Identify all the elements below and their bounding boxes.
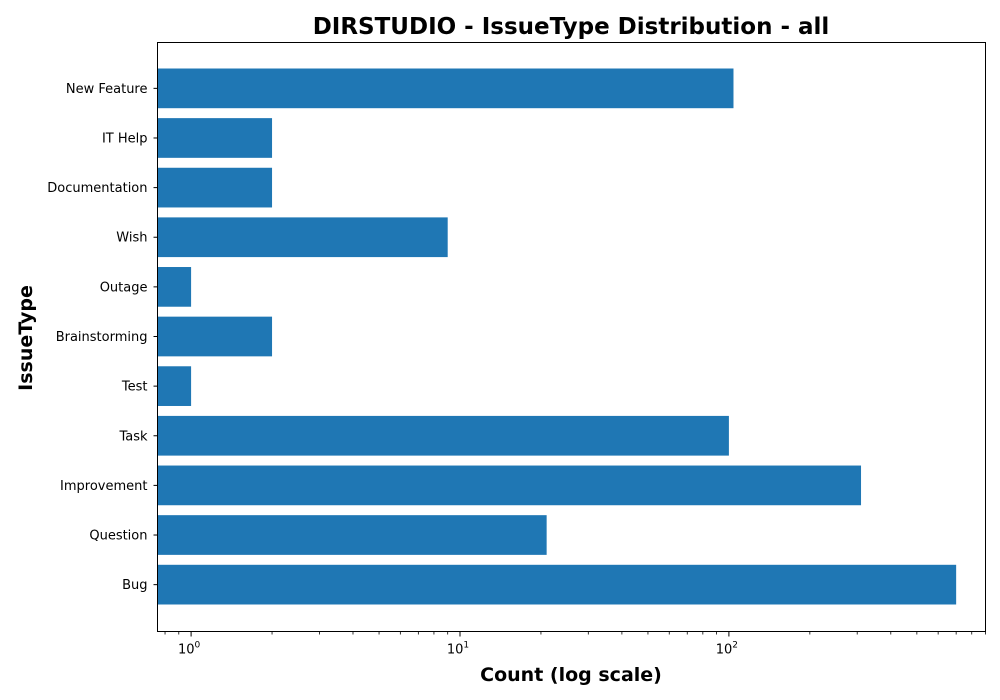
x-tick-exponent: 0 <box>195 641 201 651</box>
x-tick-base: 10 <box>178 643 195 658</box>
bar-bug <box>157 564 957 605</box>
y-tick-label: Task <box>118 429 148 444</box>
y-tick-label: Question <box>89 529 147 544</box>
y-axis-title: IssueType <box>15 285 37 391</box>
y-tick-label: Documentation <box>47 181 147 196</box>
bar-new-feature <box>157 68 734 109</box>
x-tick-label: 102 <box>716 641 738 658</box>
bar-question <box>157 515 547 555</box>
plot-frame <box>157 42 986 632</box>
y-tick-label: Improvement <box>60 479 147 494</box>
x-tick-exponent: 2 <box>732 641 738 651</box>
x-tick-base: 10 <box>447 643 464 658</box>
y-ticks-group: New Feature IT Help Documentation Wish Outag… <box>47 82 158 593</box>
y-tick-label: Bug <box>122 578 147 593</box>
y-tick-label: Brainstorming <box>56 330 148 345</box>
x-tick-exponent: 1 <box>463 641 469 651</box>
bar-outage <box>157 267 192 307</box>
y-tick-label: Wish <box>116 231 147 246</box>
bar-wish <box>157 217 448 258</box>
x-tick-label: 100 <box>178 641 201 658</box>
y-tick-label: Test <box>121 380 148 395</box>
bar-improvement <box>157 465 862 506</box>
x-ticks-group: 100 101 102 <box>164 631 986 658</box>
bar-it-help <box>157 118 273 158</box>
x-tick-base: 10 <box>716 643 733 658</box>
y-tick-label: New Feature <box>66 82 148 97</box>
y-tick-label: IT Help <box>102 131 148 146</box>
bars-group <box>157 68 957 605</box>
y-tick-label: Outage <box>100 280 148 295</box>
chart-title: DIRSTUDIO - IssueType Distribution - all <box>313 14 830 40</box>
bar-task <box>157 415 729 456</box>
bar-test <box>157 366 192 406</box>
x-tick-label: 101 <box>447 641 469 658</box>
bar-documentation <box>157 167 273 208</box>
bar-brainstorming <box>157 316 273 357</box>
x-axis-title: Count (log scale) <box>480 664 662 686</box>
